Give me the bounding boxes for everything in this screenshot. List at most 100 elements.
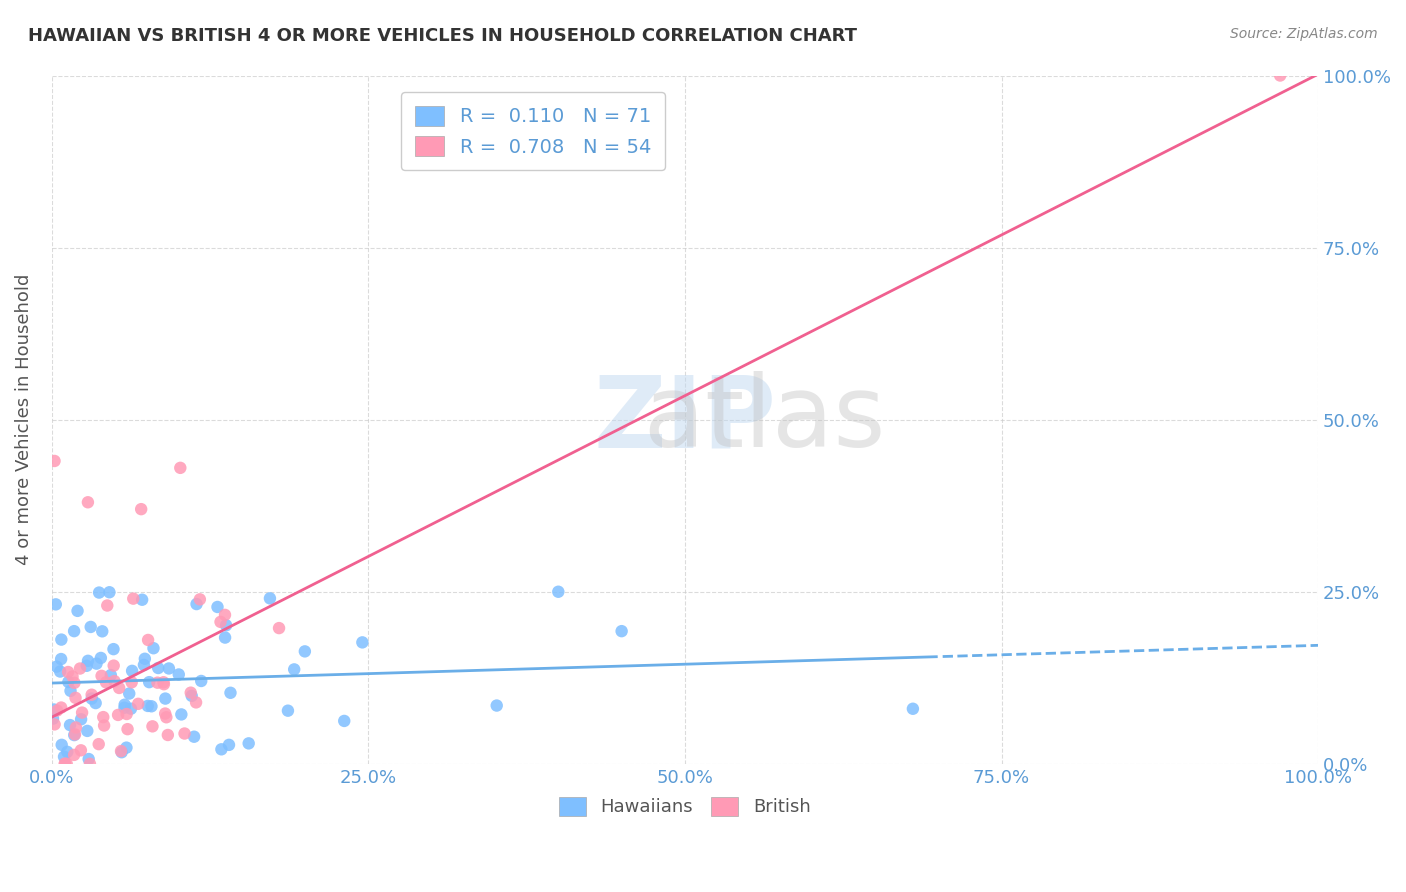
British: [77, 495, 100, 509]
Hawaiians: [86, 657, 108, 671]
British: [103, 674, 125, 689]
British: [180, 686, 202, 700]
Hawaiians: [51, 632, 73, 647]
British: [107, 707, 129, 722]
British: [93, 718, 115, 732]
British: [63, 747, 86, 762]
British: [121, 675, 143, 690]
Hawaiians: [214, 631, 236, 645]
British: [62, 669, 84, 683]
Hawaiians: [59, 718, 82, 732]
Hawaiians: [157, 661, 180, 675]
British: [94, 675, 117, 690]
Text: HAWAIIAN VS BRITISH 4 OR MORE VEHICLES IN HOUSEHOLD CORRELATION CHART: HAWAIIAN VS BRITISH 4 OR MORE VEHICLES I…: [28, 27, 858, 45]
Hawaiians: [51, 738, 73, 752]
Hawaiians: [142, 641, 165, 656]
Hawaiians: [183, 730, 205, 744]
Hawaiians: [115, 740, 138, 755]
British: [152, 675, 174, 690]
Hawaiians: [167, 667, 190, 681]
British: [122, 591, 145, 606]
British: [136, 632, 159, 647]
British: [79, 756, 101, 771]
Hawaiians: [42, 712, 65, 726]
Hawaiians: [186, 597, 208, 611]
British: [209, 615, 232, 629]
Hawaiians: [58, 675, 80, 690]
Hawaiians: [215, 618, 238, 632]
Hawaiians: [485, 698, 508, 713]
Hawaiians: [136, 698, 159, 713]
Hawaiians: [84, 696, 107, 710]
Hawaiians: [155, 691, 177, 706]
Hawaiians: [49, 652, 72, 666]
British: [90, 669, 112, 683]
British: [44, 454, 66, 468]
Hawaiians: [56, 745, 79, 759]
Hawaiians: [219, 686, 242, 700]
British: [51, 700, 73, 714]
Hawaiians: [77, 654, 100, 668]
Hawaiians: [901, 702, 924, 716]
Hawaiians: [63, 624, 86, 639]
Hawaiians: [45, 598, 67, 612]
British: [91, 710, 114, 724]
British: [63, 727, 86, 741]
Hawaiians: [190, 673, 212, 688]
British: [129, 502, 152, 516]
Hawaiians: [59, 684, 82, 698]
British: [70, 743, 93, 757]
Hawaiians: [170, 707, 193, 722]
Hawaiians: [114, 698, 136, 712]
Hawaiians: [148, 661, 170, 675]
Hawaiians: [87, 585, 110, 599]
Hawaiians: [91, 624, 114, 639]
Hawaiians: [53, 749, 76, 764]
Hawaiians: [80, 691, 103, 706]
British: [156, 728, 179, 742]
British: [1268, 69, 1291, 83]
British: [267, 621, 290, 635]
British: [110, 744, 132, 758]
Hawaiians: [180, 689, 202, 703]
Hawaiians: [259, 591, 281, 606]
Hawaiians: [352, 635, 374, 649]
Hawaiians: [131, 592, 153, 607]
British: [115, 706, 138, 721]
Hawaiians: [80, 620, 103, 634]
Hawaiians: [76, 723, 98, 738]
Hawaiians: [132, 657, 155, 672]
Hawaiians: [547, 584, 569, 599]
Hawaiians: [283, 662, 305, 676]
Hawaiians: [63, 728, 86, 742]
British: [214, 607, 236, 622]
British: [96, 599, 118, 613]
Hawaiians: [90, 651, 112, 665]
Legend: Hawaiians, British: Hawaiians, British: [553, 789, 818, 823]
Hawaiians: [42, 702, 65, 716]
British: [53, 756, 76, 771]
Hawaiians: [610, 624, 633, 639]
Hawaiians: [209, 742, 232, 756]
Hawaiians: [49, 665, 72, 679]
Text: Source: ZipAtlas.com: Source: ZipAtlas.com: [1230, 27, 1378, 41]
British: [108, 681, 131, 695]
Hawaiians: [77, 752, 100, 766]
British: [153, 677, 176, 691]
British: [141, 719, 163, 733]
Hawaiians: [103, 642, 125, 657]
Hawaiians: [111, 745, 134, 759]
Hawaiians: [238, 736, 260, 750]
Hawaiians: [277, 704, 299, 718]
British: [65, 721, 87, 735]
British: [184, 695, 207, 709]
British: [44, 717, 66, 731]
Hawaiians: [114, 700, 136, 714]
British: [63, 676, 86, 690]
Hawaiians: [121, 664, 143, 678]
British: [80, 688, 103, 702]
Hawaiians: [294, 644, 316, 658]
Y-axis label: 4 or more Vehicles in Household: 4 or more Vehicles in Household: [15, 274, 32, 566]
British: [53, 756, 76, 771]
British: [87, 737, 110, 751]
